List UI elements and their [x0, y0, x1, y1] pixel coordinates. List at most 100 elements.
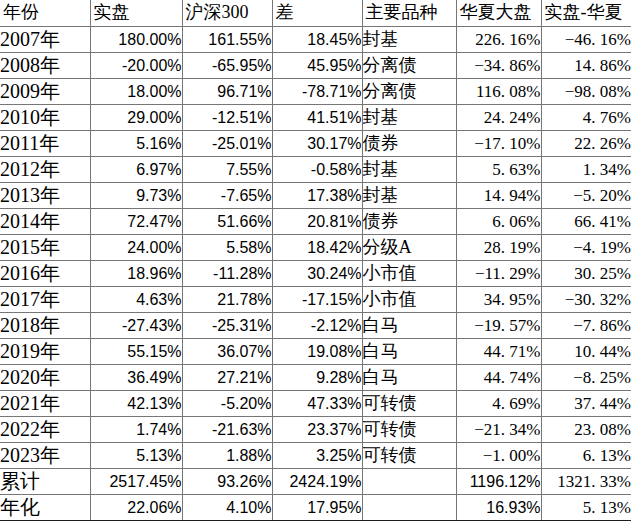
cell-year[interactable]: 2017年	[0, 286, 90, 312]
cell-huaxia[interactable]: 28. 19%	[456, 234, 541, 260]
cell-amh[interactable]: 1. 34%	[541, 156, 631, 182]
cell-hs300[interactable]: 161.55%	[182, 26, 272, 52]
cell-year[interactable]: 累计	[0, 468, 90, 494]
cell-huaxia[interactable]: 44. 74%	[456, 364, 541, 390]
cell-variety[interactable]: 分离债	[362, 78, 456, 104]
cell-amh[interactable]: 22. 26%	[541, 130, 631, 156]
column-header-actual[interactable]: 实盘	[90, 0, 182, 26]
cell-actual[interactable]: 6.97%	[90, 156, 182, 182]
cell-hs300[interactable]: 93.26%	[182, 468, 272, 494]
cell-hs300[interactable]: 27.21%	[182, 364, 272, 390]
cell-hs300[interactable]: -65.95%	[182, 52, 272, 78]
cell-actual[interactable]: 5.16%	[90, 130, 182, 156]
cell-huaxia[interactable]: −21. 34%	[456, 416, 541, 442]
cell-hs300[interactable]: -12.51%	[182, 104, 272, 130]
cell-variety[interactable]: 可转债	[362, 442, 456, 468]
cell-huaxia[interactable]: −19. 57%	[456, 312, 541, 338]
column-header-diff[interactable]: 差	[272, 0, 362, 26]
cell-amh[interactable]: −7. 86%	[541, 312, 631, 338]
cell-variety[interactable]: 封基	[362, 26, 456, 52]
cell-amh[interactable]: −30. 32%	[541, 286, 631, 312]
cell-diff[interactable]: 9.28%	[272, 364, 362, 390]
cell-huaxia[interactable]: 34. 95%	[456, 286, 541, 312]
cell-year[interactable]: 2010年	[0, 104, 90, 130]
cell-huaxia[interactable]: 24. 24%	[456, 104, 541, 130]
cell-huaxia[interactable]: 226. 16%	[456, 26, 541, 52]
cell-diff[interactable]: 17.38%	[272, 182, 362, 208]
cell-actual[interactable]: -20.00%	[90, 52, 182, 78]
cell-diff[interactable]: 19.08%	[272, 338, 362, 364]
cell-diff[interactable]: 47.33%	[272, 390, 362, 416]
column-header-hs300[interactable]: 沪深300	[182, 0, 272, 26]
cell-hs300[interactable]: 96.71%	[182, 78, 272, 104]
cell-hs300[interactable]: 36.07%	[182, 338, 272, 364]
cell-year[interactable]: 2011年	[0, 130, 90, 156]
cell-year[interactable]: 2020年	[0, 364, 90, 390]
cell-year[interactable]: 2007年	[0, 26, 90, 52]
cell-year[interactable]: 2022年	[0, 416, 90, 442]
cell-diff[interactable]: 3.25%	[272, 442, 362, 468]
column-header-actual-minus-huaxia[interactable]: 实盘-华夏	[541, 0, 631, 26]
cell-amh[interactable]: 6. 13%	[541, 442, 631, 468]
cell-hs300[interactable]: -5.20%	[182, 390, 272, 416]
cell-variety[interactable]: 可转债	[362, 416, 456, 442]
cell-variety[interactable]	[362, 468, 456, 494]
cell-variety[interactable]: 分离债	[362, 52, 456, 78]
cell-hs300[interactable]: 21.78%	[182, 286, 272, 312]
cell-huaxia[interactable]: −1. 00%	[456, 442, 541, 468]
cell-amh[interactable]: 4. 76%	[541, 104, 631, 130]
cell-actual[interactable]: 22.06%	[90, 494, 182, 521]
cell-hs300[interactable]: 7.55%	[182, 156, 272, 182]
cell-amh[interactable]: −5. 20%	[541, 182, 631, 208]
cell-actual[interactable]: 4.63%	[90, 286, 182, 312]
cell-huaxia[interactable]: 116. 08%	[456, 78, 541, 104]
cell-hs300[interactable]: 1.88%	[182, 442, 272, 468]
cell-diff[interactable]: -17.15%	[272, 286, 362, 312]
cell-year[interactable]: 2009年	[0, 78, 90, 104]
cell-amh[interactable]: 14. 86%	[541, 52, 631, 78]
cell-actual[interactable]: 24.00%	[90, 234, 182, 260]
cell-huaxia[interactable]: 1196.12%	[456, 468, 541, 494]
column-header-huaxia[interactable]: 华夏大盘	[456, 0, 541, 26]
cell-variety[interactable]: 可转债	[362, 390, 456, 416]
cell-actual[interactable]: 72.47%	[90, 208, 182, 234]
cell-amh[interactable]: −4. 19%	[541, 234, 631, 260]
cell-amh[interactable]: 10. 44%	[541, 338, 631, 364]
cell-variety[interactable]: 白马	[362, 364, 456, 390]
cell-hs300[interactable]: -7.65%	[182, 182, 272, 208]
cell-diff[interactable]: 2424.19%	[272, 468, 362, 494]
cell-hs300[interactable]: -11.28%	[182, 260, 272, 286]
cell-amh[interactable]: −98. 08%	[541, 78, 631, 104]
cell-amh[interactable]: 1321. 33%	[541, 468, 631, 494]
cell-diff[interactable]: 18.42%	[272, 234, 362, 260]
cell-amh[interactable]: 23. 08%	[541, 416, 631, 442]
cell-variety[interactable]: 封基	[362, 104, 456, 130]
cell-variety[interactable]: 债券	[362, 130, 456, 156]
cell-variety[interactable]	[362, 494, 456, 521]
cell-year[interactable]: 2018年	[0, 312, 90, 338]
cell-huaxia[interactable]: 16.93%	[456, 494, 541, 521]
cell-year[interactable]: 2021年	[0, 390, 90, 416]
cell-year[interactable]: 2012年	[0, 156, 90, 182]
cell-year[interactable]: 2016年	[0, 260, 90, 286]
cell-actual[interactable]: 29.00%	[90, 104, 182, 130]
cell-variety[interactable]: 分级A	[362, 234, 456, 260]
cell-variety[interactable]: 封基	[362, 182, 456, 208]
cell-huaxia[interactable]: 44. 71%	[456, 338, 541, 364]
cell-diff[interactable]: 41.51%	[272, 104, 362, 130]
cell-diff[interactable]: -2.12%	[272, 312, 362, 338]
cell-year[interactable]: 2014年	[0, 208, 90, 234]
cell-hs300[interactable]: -21.63%	[182, 416, 272, 442]
cell-huaxia[interactable]: 14. 94%	[456, 182, 541, 208]
cell-variety[interactable]: 白马	[362, 338, 456, 364]
cell-actual[interactable]: 1.74%	[90, 416, 182, 442]
cell-year[interactable]: 2015年	[0, 234, 90, 260]
cell-variety[interactable]: 小市值	[362, 286, 456, 312]
cell-hs300[interactable]: 51.66%	[182, 208, 272, 234]
cell-diff[interactable]: 17.95%	[272, 494, 362, 521]
cell-huaxia[interactable]: −34. 86%	[456, 52, 541, 78]
cell-amh[interactable]: −46. 16%	[541, 26, 631, 52]
column-header-variety[interactable]: 主要品种	[362, 0, 456, 26]
cell-amh[interactable]: 37. 44%	[541, 390, 631, 416]
cell-hs300[interactable]: -25.01%	[182, 130, 272, 156]
